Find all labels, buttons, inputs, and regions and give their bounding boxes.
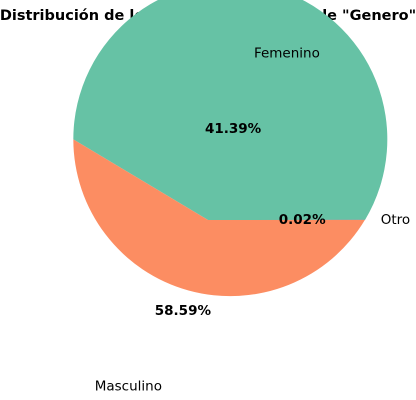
slice-pct-otro: 0.02% bbox=[279, 212, 326, 228]
pie-slice-masculino bbox=[73, 0, 388, 220]
slice-pct-femenino: 41.39% bbox=[205, 121, 262, 137]
slice-pct-masculino: 58.59% bbox=[155, 303, 212, 319]
slice-label-otro: Otro bbox=[381, 212, 410, 228]
slice-label-masculino: Masculino bbox=[95, 378, 162, 394]
pie-labels: Masculino 58.59% Femenino 41.39% Otro 0.02% bbox=[95, 46, 410, 395]
pie-slice-femenino bbox=[73, 139, 365, 297]
pie-slices bbox=[73, 0, 388, 297]
slice-label-femenino: Femenino bbox=[254, 46, 320, 62]
